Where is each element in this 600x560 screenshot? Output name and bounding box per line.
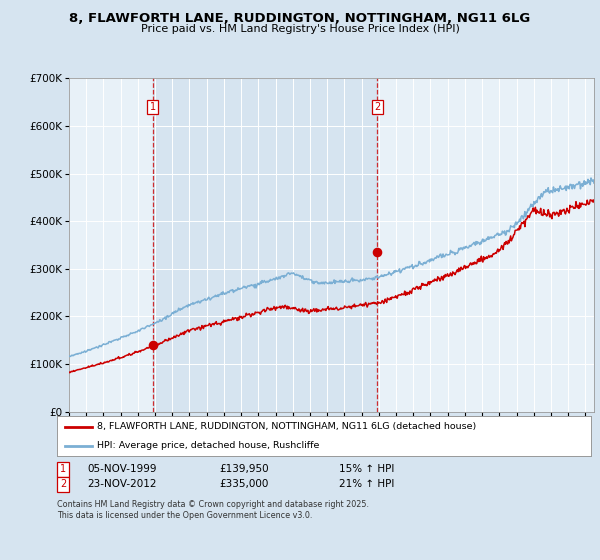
Text: Contains HM Land Registry data © Crown copyright and database right 2025.
This d: Contains HM Land Registry data © Crown c…	[57, 500, 369, 520]
Text: 8, FLAWFORTH LANE, RUDDINGTON, NOTTINGHAM, NG11 6LG (detached house): 8, FLAWFORTH LANE, RUDDINGTON, NOTTINGHA…	[97, 422, 476, 431]
Text: 1: 1	[60, 464, 66, 474]
Text: HPI: Average price, detached house, Rushcliffe: HPI: Average price, detached house, Rush…	[97, 441, 319, 450]
Text: 23-NOV-2012: 23-NOV-2012	[87, 479, 157, 489]
Text: Price paid vs. HM Land Registry's House Price Index (HPI): Price paid vs. HM Land Registry's House …	[140, 24, 460, 34]
Text: 21% ↑ HPI: 21% ↑ HPI	[339, 479, 394, 489]
Point	[148, 340, 158, 349]
Text: £139,950: £139,950	[219, 464, 269, 474]
Text: 05-NOV-1999: 05-NOV-1999	[87, 464, 157, 474]
Text: 8, FLAWFORTH LANE, RUDDINGTON, NOTTINGHAM, NG11 6LG: 8, FLAWFORTH LANE, RUDDINGTON, NOTTINGHA…	[70, 12, 530, 25]
Text: 2: 2	[374, 102, 380, 112]
Text: 15% ↑ HPI: 15% ↑ HPI	[339, 464, 394, 474]
Point	[373, 248, 382, 256]
Bar	[153, 78, 377, 412]
Text: £335,000: £335,000	[219, 479, 268, 489]
Text: 2: 2	[60, 479, 66, 489]
Text: 1: 1	[150, 102, 156, 112]
